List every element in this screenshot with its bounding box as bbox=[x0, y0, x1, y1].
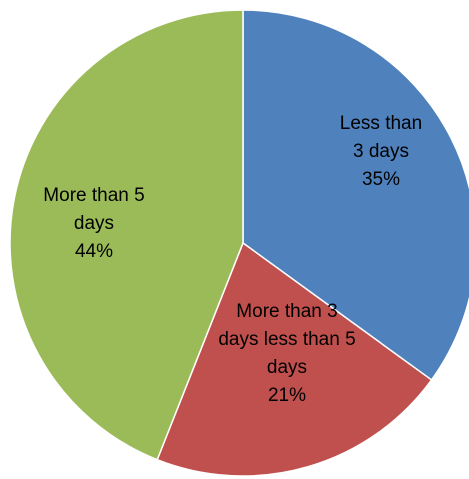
pie-slice-label-line: days less than 5 bbox=[218, 329, 355, 350]
pie-slice-label-line: 21% bbox=[268, 385, 306, 406]
pie-slice-label-line: 35% bbox=[362, 169, 400, 190]
pie-slice-label-line: More than 5 bbox=[43, 185, 144, 206]
pie-slice-label-2: More than 5 days 44% bbox=[43, 185, 144, 262]
pie-slice-label-line: days bbox=[267, 357, 307, 378]
pie-slice-label-line: 44% bbox=[75, 241, 113, 262]
pie-slice-0 bbox=[242, 9, 469, 382]
pie-slice-label-line: 3 days bbox=[353, 141, 409, 162]
pie-slice-label-line: days bbox=[74, 213, 114, 234]
pie-slice-label-line: Less than bbox=[340, 113, 422, 134]
pie-slices bbox=[9, 9, 469, 477]
pie-labels: Less than 3 days 35% More than 3 days less t… bbox=[43, 113, 422, 406]
pie-slice-2 bbox=[9, 9, 244, 461]
pie-slice-label-line: More than 3 bbox=[236, 301, 337, 322]
pie-slice-1 bbox=[156, 241, 433, 477]
pie-slice-label-1: More than 3 days less than 5 days 21% bbox=[218, 301, 355, 406]
pie-slice-label-0: Less than 3 days 35% bbox=[340, 113, 422, 190]
